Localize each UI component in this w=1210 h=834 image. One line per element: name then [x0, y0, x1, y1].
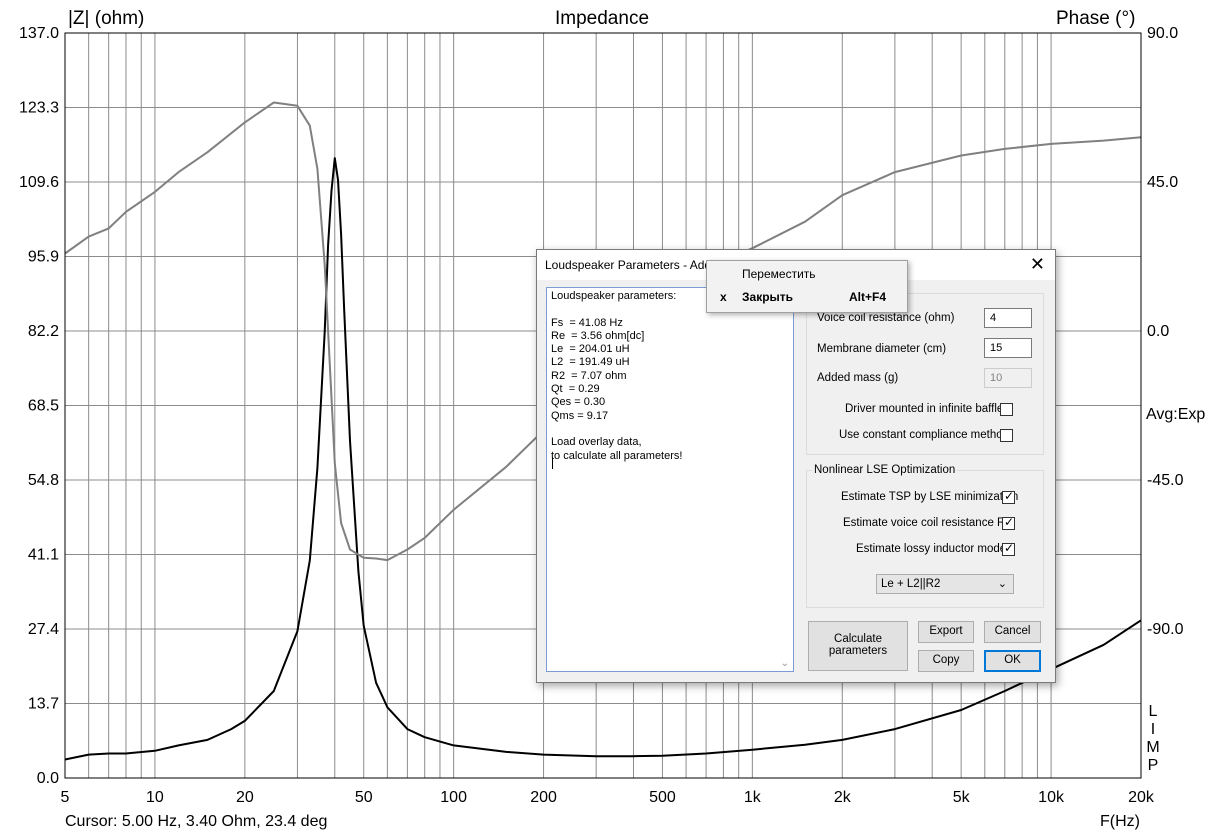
- x-tick-label: 5k: [953, 789, 971, 806]
- x-tick-label: 200: [530, 789, 557, 806]
- y-tick-label: 109.6: [19, 174, 59, 191]
- limp-letter: I: [1150, 721, 1156, 738]
- x-tick-label: 2k: [834, 789, 852, 806]
- settings-group: [806, 293, 1044, 455]
- impedance-curve: [64, 157, 1142, 761]
- cursor-readout: Cursor: 5.00 Hz, 3.40 Ohm, 23.4 deg: [65, 813, 328, 830]
- membrane-diameter-input[interactable]: 15: [984, 338, 1032, 358]
- lse-tsp-checkbox[interactable]: ✓: [1002, 489, 1015, 504]
- calculate-parameters-button[interactable]: Calculate parameters: [808, 621, 908, 671]
- lse-lossy-label: Estimate lossy inductor model: [856, 543, 1009, 555]
- plot-labels: 137.0 123.3 109.6 95.9 82.2 68.5 54.8 41.1 27.4 1…: [19, 25, 1184, 806]
- y-tick-label: 0.0: [37, 770, 59, 787]
- added-mass-input: 10: [984, 368, 1032, 388]
- x-tick-label: 10k: [1038, 789, 1065, 806]
- y-tick-label: 27.4: [28, 621, 59, 638]
- limp-letter: M: [1146, 739, 1160, 756]
- membrane-diameter-label: Membrane diameter (cm): [817, 343, 947, 355]
- y-tick-label: 54.8: [28, 472, 59, 489]
- limp-letter: P: [1147, 757, 1159, 774]
- x-tick-label: 500: [649, 789, 676, 806]
- close-icon[interactable]: ✕: [1029, 254, 1045, 274]
- y2-tick-label: 45.0: [1147, 174, 1178, 191]
- ok-button[interactable]: OK: [984, 650, 1041, 672]
- y-tick-label: 137.0: [19, 25, 59, 42]
- inductor-model-select[interactable]: Le + L2||R2 ⌄: [876, 574, 1014, 594]
- constant-compliance-label: Use constant compliance method: [839, 429, 1010, 441]
- constant-compliance-checkbox[interactable]: [1000, 429, 1013, 442]
- y2-tick-label: -90.0: [1147, 621, 1184, 638]
- plot-curves: [64, 101, 1142, 761]
- export-button[interactable]: Export: [918, 621, 974, 643]
- loudspeaker-parameters-dialog[interactable]: Loudspeaker Parameters - Added Mass Meth…: [536, 249, 1056, 683]
- results-textarea[interactable]: Loudspeaker parameters: Fs = 41.08 Hz Re…: [546, 287, 794, 672]
- y-tick-label: 68.5: [28, 398, 59, 415]
- y-tick-label: 82.2: [28, 323, 59, 340]
- plot-frame: [64, 32, 1142, 779]
- avg-label: Avg:Exp: [1146, 406, 1206, 423]
- x-tick-label: 5: [61, 789, 70, 806]
- x-tick-label: 20: [236, 789, 254, 806]
- lse-tsp-label: Estimate TSP by LSE minimization: [841, 491, 1019, 503]
- results-text: Loudspeaker parameters: Fs = 41.08 Hz Re…: [551, 290, 683, 462]
- phase-curve: [64, 101, 1142, 562]
- checkmark-icon: ✓: [1004, 541, 1015, 555]
- y-tick-label: 13.7: [28, 696, 59, 713]
- scroll-down-icon[interactable]: ⌄: [780, 658, 789, 669]
- lse-re-label: Estimate voice coil resistance Re: [843, 517, 1012, 529]
- y-tick-label: 123.3: [19, 100, 59, 117]
- voice-coil-input[interactable]: 4: [984, 308, 1032, 328]
- y2-tick-label: 0.0: [1147, 323, 1169, 340]
- chevron-down-icon: ⌄: [997, 578, 1007, 590]
- x-tick-label: 100: [440, 789, 467, 806]
- menu-item-close-shortcut: Alt+F4: [849, 290, 887, 304]
- calculate-label-line1: Calculate: [834, 633, 882, 645]
- menu-item-close-label: Закрыть: [742, 290, 794, 304]
- close-icon: x: [720, 290, 727, 304]
- x-tick-label: 50: [355, 789, 373, 806]
- lse-lossy-checkbox[interactable]: ✓: [1002, 541, 1015, 556]
- menu-item-move-label: Переместить: [742, 267, 816, 281]
- checkmark-icon: ✓: [1004, 515, 1015, 529]
- right-axis-title: Phase (°): [1056, 8, 1136, 29]
- limp-label: L I M P: [1146, 703, 1160, 775]
- x-tick-label: 1k: [744, 789, 762, 806]
- lse-re-checkbox[interactable]: ✓: [1002, 515, 1015, 530]
- infinite-baffle-checkbox[interactable]: [1000, 403, 1013, 416]
- plot-title: Impedance: [555, 8, 650, 29]
- x-axis-title: F(Hz): [1100, 813, 1140, 830]
- left-axis-title: |Z| (ohm): [68, 8, 145, 29]
- calculate-label-line2: parameters: [828, 645, 888, 657]
- copy-button[interactable]: Copy: [918, 650, 974, 672]
- menu-item-move[interactable]: Переместить: [707, 263, 907, 285]
- infinite-baffle-label: Driver mounted in infinite baffle: [845, 403, 1004, 415]
- menu-item-close[interactable]: x Закрыть Alt+F4: [707, 286, 907, 308]
- lse-group-title: Nonlinear LSE Optimization: [812, 464, 958, 476]
- y-tick-label: 41.1: [28, 547, 59, 564]
- text-caret: [552, 457, 553, 469]
- window-context-menu[interactable]: Переместить x Закрыть Alt+F4: [706, 260, 908, 313]
- y-tick-label: 95.9: [28, 249, 59, 266]
- voice-coil-label: Voice coil resistance (ohm): [817, 312, 955, 324]
- checkmark-icon: ✓: [1004, 489, 1015, 503]
- x-tick-label: 20k: [1128, 789, 1155, 806]
- cancel-button[interactable]: Cancel: [984, 621, 1041, 643]
- added-mass-label: Added mass (g): [817, 372, 899, 384]
- limp-letter: L: [1148, 703, 1158, 720]
- y2-tick-label: 90.0: [1147, 25, 1178, 42]
- inductor-model-value: Le + L2||R2: [881, 578, 941, 590]
- x-tick-label: 10: [146, 789, 164, 806]
- y2-tick-label: -45.0: [1147, 472, 1184, 489]
